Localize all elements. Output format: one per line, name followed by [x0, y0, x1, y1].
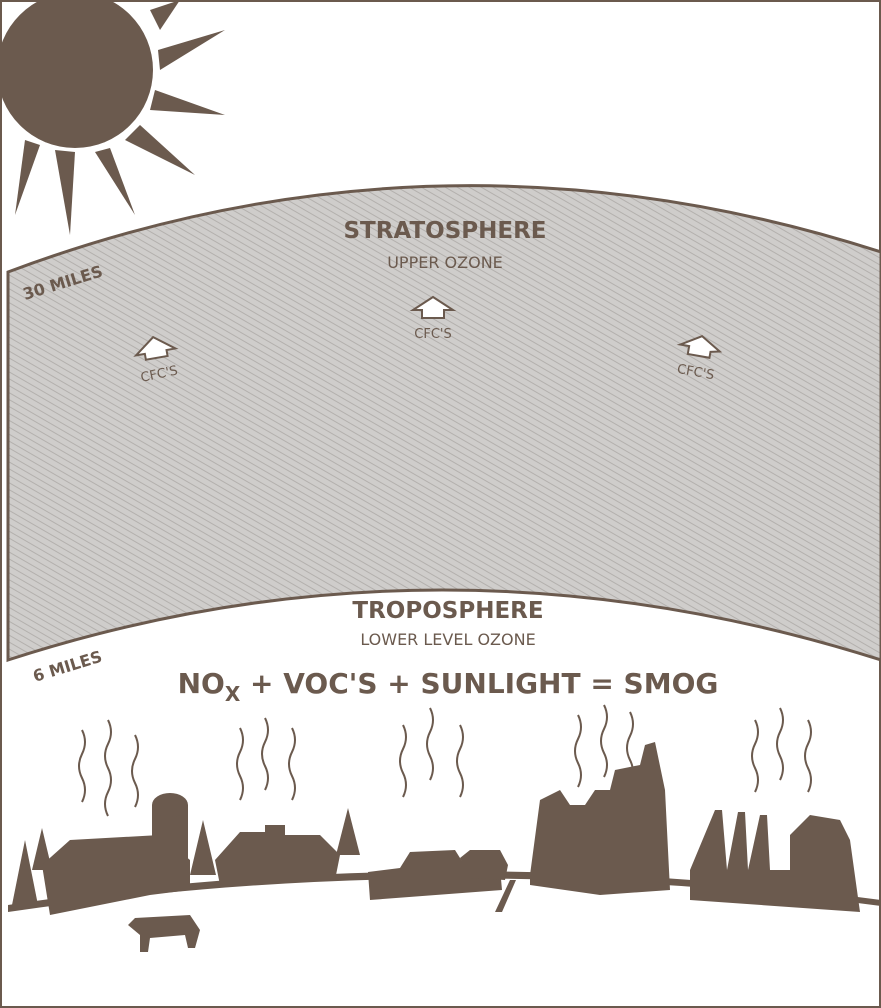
cfc-label: CFC'S [414, 327, 451, 342]
layer-subtitle: LOWER LEVEL OZONE [360, 630, 535, 649]
layer-subtitle: UPPER OZONE [387, 253, 503, 272]
equation-subscript: X [225, 682, 241, 706]
equation-part: + VOC'S + SUNLIGHT = SMOG [240, 667, 718, 700]
layer-title: TROPOSPHERE [352, 598, 543, 624]
layer-title: STRATOSPHERE [343, 218, 546, 244]
ozone-diagram: STRATOSPHERE UPPER OZONE 30 MILES TROPOS… [0, 0, 881, 1008]
equation-part: NO [178, 667, 225, 700]
